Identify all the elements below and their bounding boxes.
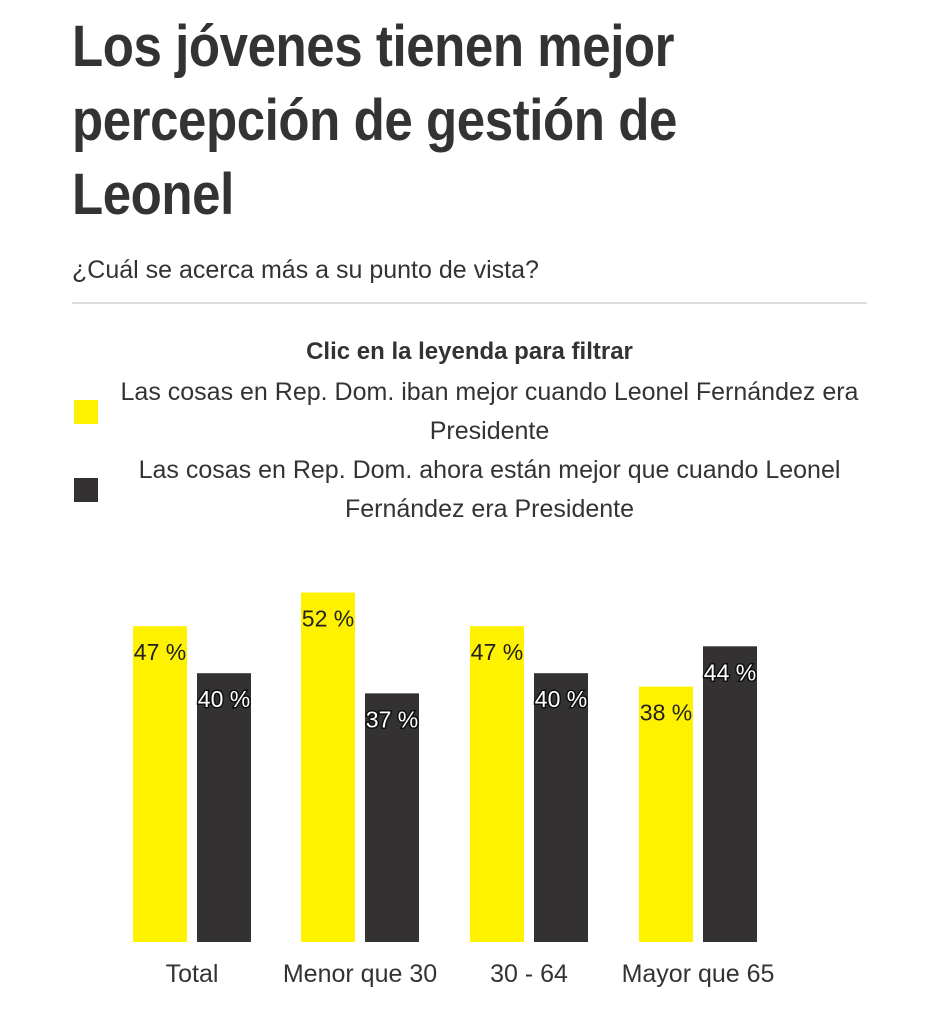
value-label-1-2: 52 % (302, 606, 354, 632)
value-label-1-4: 38 % (640, 700, 692, 726)
legend-swatch-series-2 (74, 478, 98, 502)
legend-label-series-1: Las cosas en Rep. Dom. iban mejor cuando… (120, 378, 859, 445)
value-label-1-1: 47 % (134, 639, 186, 665)
legend-swatch-series-1 (74, 400, 98, 424)
chart-subtitle: ¿Cuál se acerca más a su punto de vista? (72, 256, 539, 284)
x-tick-label-2: Menor que 30 (283, 960, 437, 988)
value-label-2-4: 44 % (704, 659, 756, 685)
bar-2-3 (534, 673, 588, 942)
legend-label-series-2: Las cosas en Rep. Dom. ahora están mejor… (138, 456, 841, 523)
bar-1-1 (133, 626, 187, 942)
value-label-1-3: 47 % (471, 639, 523, 665)
divider (72, 302, 867, 304)
bar-2-1 (197, 673, 251, 942)
bar-2-2 (365, 693, 419, 942)
chart-title: Los jóvenes tienen mejor percepción de g… (72, 14, 677, 227)
value-label-2-2: 37 % (366, 706, 418, 732)
value-label-2-1: 40 % (198, 686, 250, 712)
x-tick-label-1: Total (166, 960, 219, 988)
bar-1-3 (470, 626, 524, 942)
bar-1-2 (301, 592, 355, 942)
value-label-2-3: 40 % (535, 686, 587, 712)
bar-1-4 (639, 686, 693, 942)
x-tick-label-3: 30 - 64 (490, 960, 568, 988)
bar-2-4 (703, 646, 757, 942)
legend-heading: Clic en la leyenda para filtrar (306, 338, 633, 365)
x-tick-label-4: Mayor que 65 (622, 960, 775, 988)
bar-chart: 47 % 40 % Total 52 % 37 % Menor que 30 47 % 40 … (133, 592, 775, 988)
